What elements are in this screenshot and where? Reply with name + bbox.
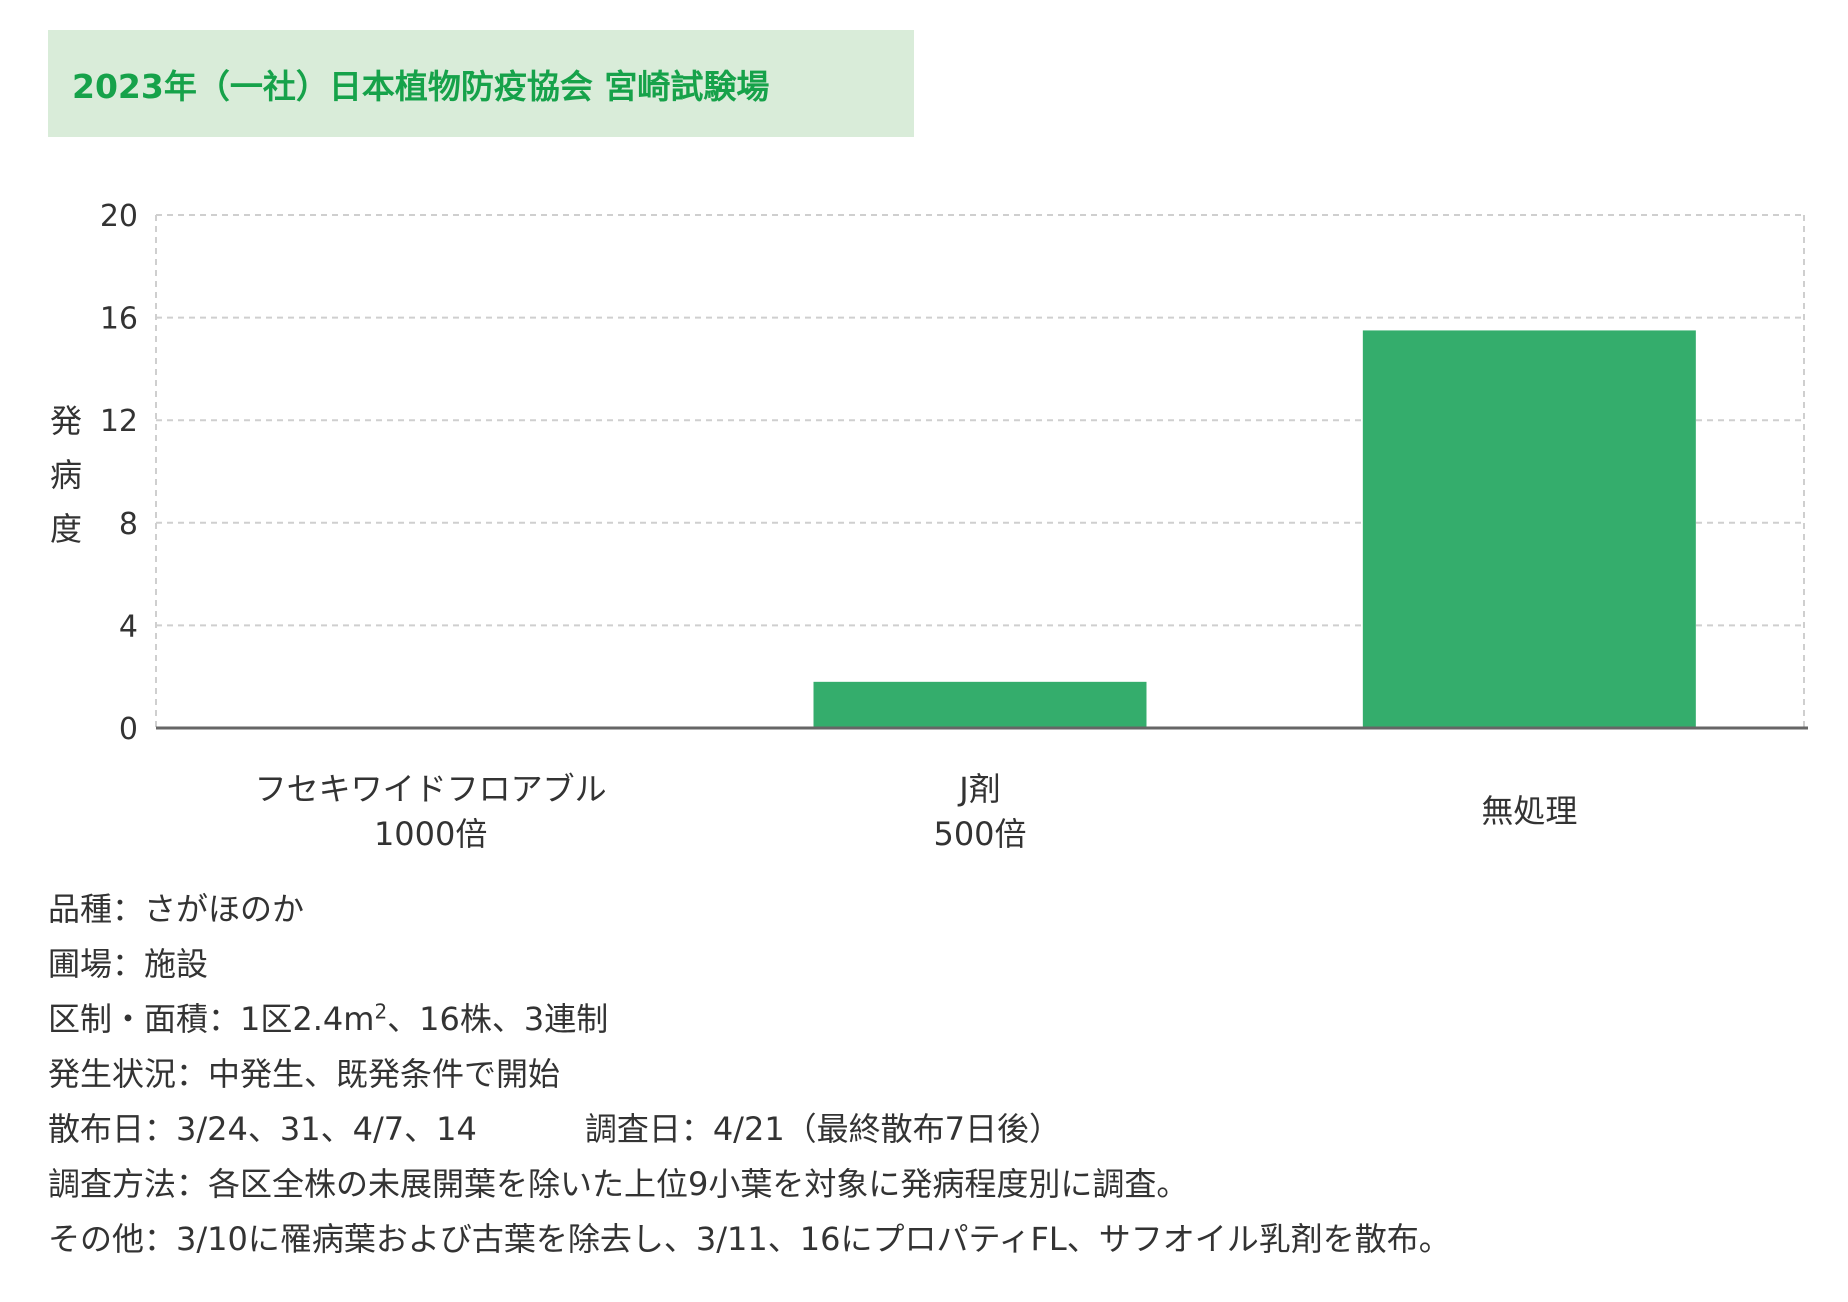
y-tick-label: 8 [119,507,138,542]
note-plot-prefix: 区制・面積：1区2.4m [48,1000,375,1038]
x-category-label: フセキワイドフロアブル [255,770,607,808]
note-plot: 区制・面積：1区2.4m2、16株、3連制 [48,992,1451,1047]
x-category-label: J剤 [957,770,1000,808]
y-axis-label-char: 病 [50,456,82,494]
bar [1362,330,1696,728]
y-axis-label-char: 発 [50,402,82,440]
note-other: その他：3/10に罹病葉および古葉を除去し、3/11、16にプロパティFL、サフ… [48,1220,1451,1258]
note-variety: 品種：さがほのか [48,890,305,928]
y-tick-label: 12 [100,404,138,439]
y-tick-label: 4 [119,609,138,644]
bar [813,681,1147,728]
y-tick-label: 0 [119,712,138,747]
notes-block: 品種：さがほのか 圃場：施設 区制・面積：1区2.4m2、16株、3連制 発生状… [48,882,1451,1267]
note-field: 圃場：施設 [48,945,209,983]
x-category-label: 無処理 [1481,792,1577,830]
note-dates: 散布日：3/24、31、4/7、14 調査日：4/21（最終散布7日後） [48,1102,1451,1157]
note-occurrence: 発生状況：中発生、既発条件で開始 [48,1055,561,1093]
y-axis-label-char: 度 [50,510,82,548]
note-survey-date: 調査日：4/21（最終散布7日後） [584,1110,1062,1148]
x-category-label: 500倍 [933,815,1026,853]
note-spray-dates: 散布日：3/24、31、4/7、14 [48,1110,477,1148]
y-tick-label: 20 [100,199,138,234]
note-method: 調査方法：各区全株の未展開葉を除いた上位9小葉を対象に発病程度別に調査。 [48,1165,1189,1203]
title-banner: 2023年（一社）日本植物防疫協会 宮崎試験場 [48,30,914,137]
x-category-label: 1000倍 [374,815,487,853]
note-plot-suffix: 、16株、3連制 [387,1000,609,1038]
note-plot-sup: 2 [374,999,388,1024]
chart-title: 2023年（一社）日本植物防疫協会 宮崎試験場 [72,66,770,106]
y-tick-label: 16 [100,302,138,337]
